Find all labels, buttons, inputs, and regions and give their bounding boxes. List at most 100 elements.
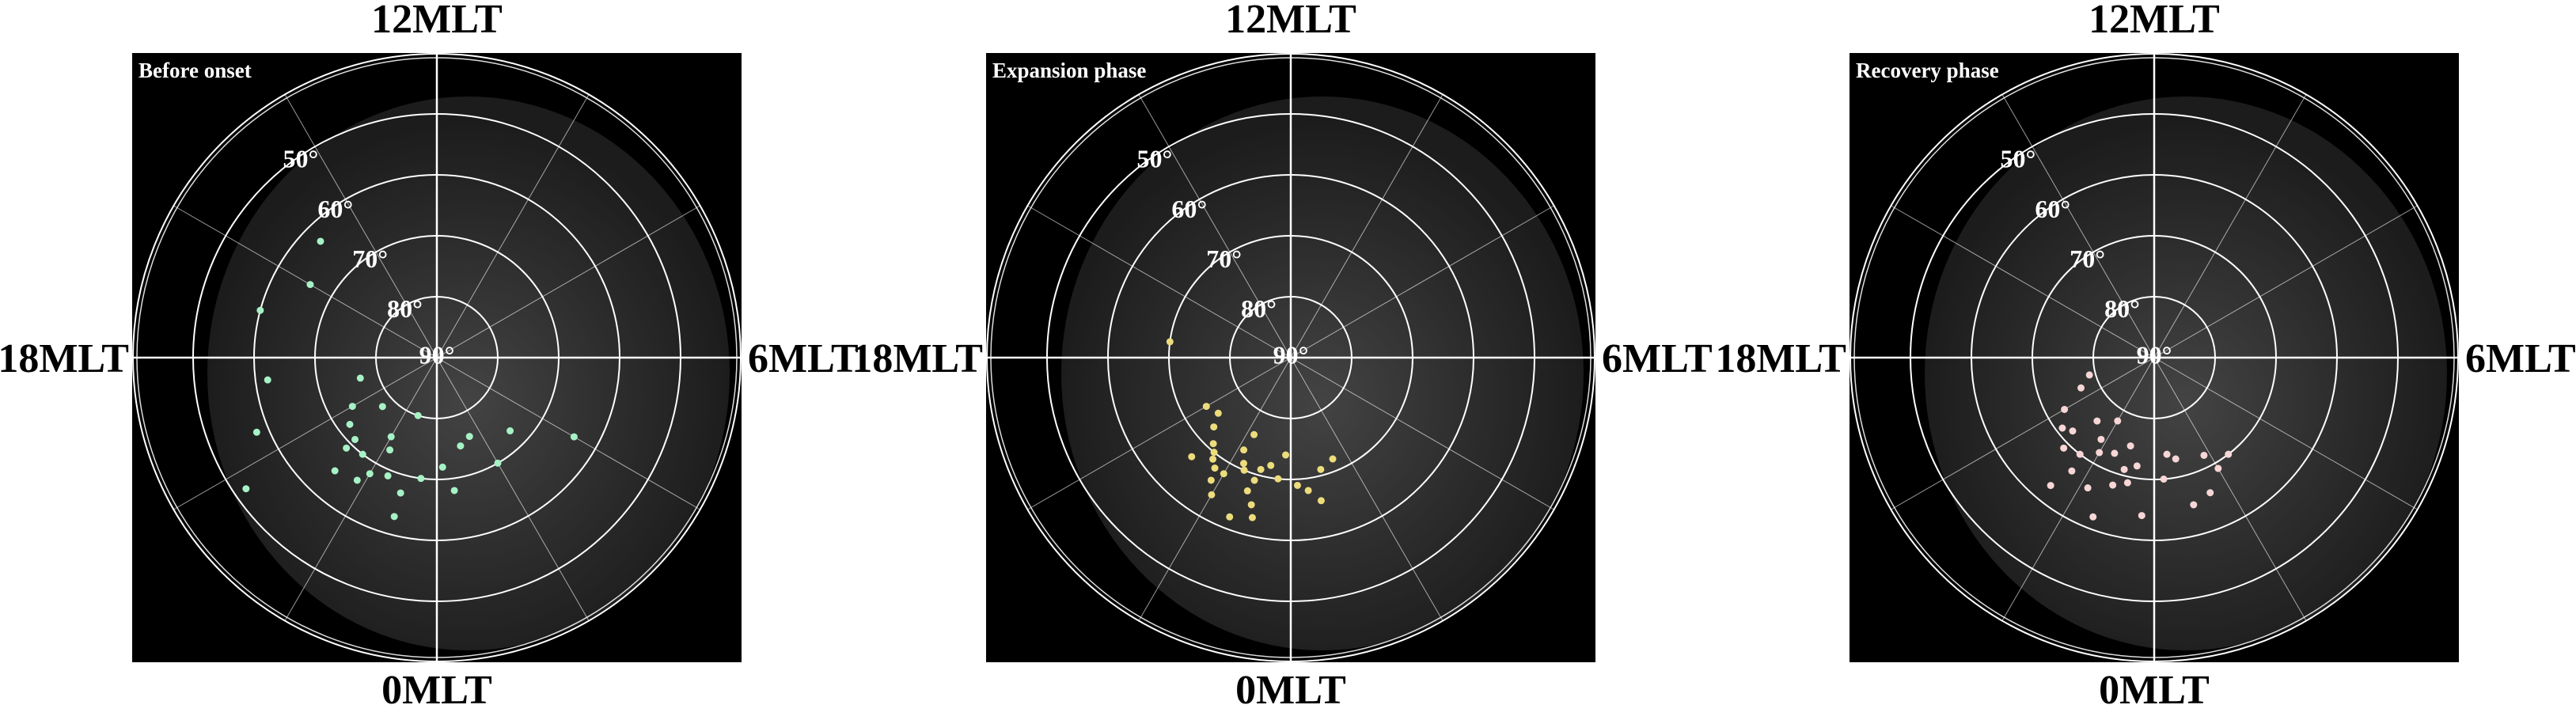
mlt-label: 0MLT xyxy=(381,668,492,713)
data-point xyxy=(317,237,324,245)
data-point xyxy=(1220,470,1227,478)
data-point xyxy=(2214,464,2222,472)
data-point xyxy=(2114,417,2122,425)
data-point xyxy=(1250,476,1258,484)
data-point xyxy=(2200,451,2208,459)
panel-title: Recovery phase xyxy=(1856,59,1999,82)
data-point xyxy=(2089,513,2097,521)
data-point xyxy=(2120,465,2128,473)
data-point xyxy=(2097,435,2105,443)
data-point xyxy=(390,513,398,521)
data-point xyxy=(2138,512,2145,520)
data-point xyxy=(465,433,473,441)
grid-spoke xyxy=(284,93,438,358)
data-point xyxy=(331,467,339,475)
data-point xyxy=(1240,446,1248,454)
data-point xyxy=(1293,481,1301,489)
polar-panel: 90° 80° 70° 60° 50° Expansion phase 12MLT 18MLT… xyxy=(852,0,1712,713)
data-point xyxy=(387,433,395,441)
grid-spoke xyxy=(173,205,438,358)
latitude-label: 70° xyxy=(1206,244,1242,273)
data-point xyxy=(1211,464,1219,472)
data-point xyxy=(1317,465,1325,473)
data-point xyxy=(2085,371,2093,379)
data-point xyxy=(2069,427,2077,435)
data-point xyxy=(1282,451,1290,459)
latitude-label: 60° xyxy=(2035,195,2070,223)
mlt-label: 6MLT xyxy=(2465,336,2576,381)
latitude-label: 70° xyxy=(2070,244,2105,273)
data-point xyxy=(450,487,458,495)
mlt-label: 18MLT xyxy=(1715,336,1846,381)
data-point xyxy=(1329,455,1337,463)
grid-spoke xyxy=(1890,357,2155,510)
data-point xyxy=(2225,450,2233,458)
data-point xyxy=(2096,449,2104,457)
latitude-label: 80° xyxy=(2104,294,2140,323)
data-point xyxy=(2058,424,2066,432)
data-point xyxy=(1209,455,1217,463)
data-point xyxy=(252,428,260,436)
data-point xyxy=(414,411,422,419)
grid-spoke xyxy=(284,357,438,622)
grid-spoke xyxy=(2153,205,2419,358)
panel-title: Expansion phase xyxy=(992,59,1146,82)
grid-spoke xyxy=(1026,357,1292,510)
data-point xyxy=(242,485,250,493)
data-point xyxy=(378,403,386,411)
data-point xyxy=(2047,482,2054,490)
data-point xyxy=(384,472,392,479)
latitude-label: 50° xyxy=(283,145,318,173)
data-point xyxy=(1208,491,1216,498)
grid-spoke xyxy=(1026,205,1292,358)
data-point xyxy=(438,463,446,471)
data-point xyxy=(346,420,354,428)
panel-title: Before onset xyxy=(138,59,252,82)
data-point xyxy=(343,444,351,452)
grid-spoke xyxy=(2001,357,2155,622)
data-point xyxy=(1210,423,1218,431)
mlt-label: 12MLT xyxy=(2088,0,2220,42)
data-point xyxy=(1248,513,1256,521)
mlt-label: 6MLT xyxy=(748,336,859,381)
data-point xyxy=(506,427,514,435)
data-point xyxy=(1247,501,1255,509)
data-point xyxy=(1207,476,1215,484)
grid-spoke xyxy=(1890,205,2155,358)
grid-spoke xyxy=(436,205,701,358)
data-point xyxy=(2133,462,2141,470)
mlt-label: 18MLT xyxy=(0,336,129,381)
data-point xyxy=(2123,479,2131,487)
data-point xyxy=(1239,460,1247,468)
latitude-label: 80° xyxy=(387,294,423,323)
data-point xyxy=(256,306,264,314)
mlt-label: 12MLT xyxy=(371,0,503,42)
polar-panel: 90° 80° 70°60°50° Recovery phase 12MLT 18MLT 0… xyxy=(1715,0,2575,713)
data-point xyxy=(2077,384,2085,392)
grid-spoke xyxy=(1290,357,1444,622)
data-point xyxy=(1243,487,1251,495)
data-point xyxy=(1214,409,1222,417)
data-point xyxy=(1166,338,1174,346)
data-point xyxy=(1257,465,1265,473)
data-point xyxy=(306,281,314,289)
grid-spoke xyxy=(173,357,438,510)
data-point xyxy=(417,475,425,483)
grid-spoke xyxy=(1290,93,1444,358)
data-point xyxy=(356,374,364,382)
data-point xyxy=(1226,513,1234,521)
data-point xyxy=(396,489,404,497)
grid-spoke xyxy=(1138,93,1292,358)
grid-spoke xyxy=(1290,205,1555,358)
data-point xyxy=(2160,476,2168,483)
latitude-label: 70° xyxy=(352,244,388,273)
mlt-label: 6MLT xyxy=(1602,336,1713,381)
data-point xyxy=(351,435,359,443)
grid-spoke xyxy=(436,93,590,358)
data-point xyxy=(1267,461,1275,469)
mlt-label: 18MLT xyxy=(852,336,983,381)
grid-spoke xyxy=(436,357,701,510)
data-point xyxy=(1274,475,1282,483)
data-point xyxy=(2068,467,2076,475)
